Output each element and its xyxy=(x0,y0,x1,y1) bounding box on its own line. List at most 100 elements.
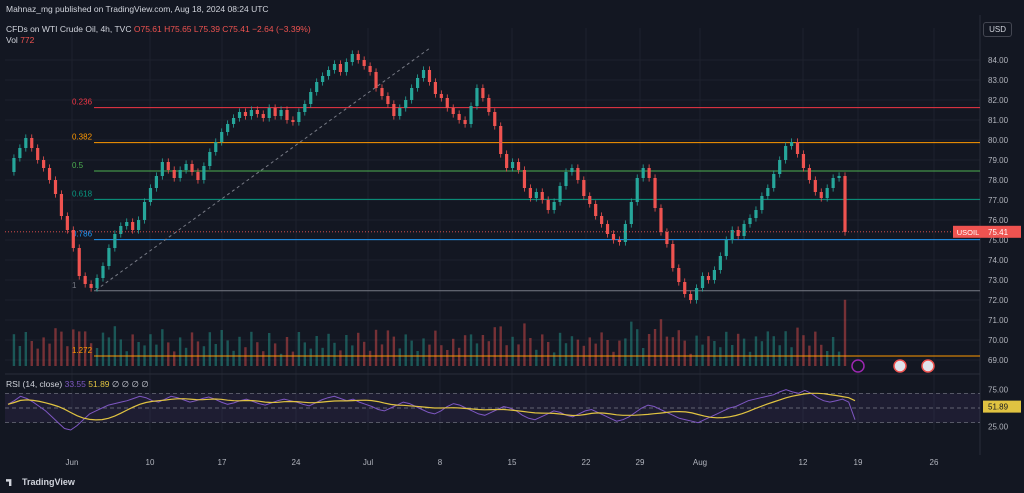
candle-body xyxy=(671,244,675,268)
volume-bar xyxy=(606,340,609,366)
volume-value: 772 xyxy=(20,35,35,45)
volume-bar xyxy=(742,338,746,366)
candle-body xyxy=(77,248,81,276)
volume-bar xyxy=(671,337,675,366)
volume-bar xyxy=(641,348,645,366)
fib-level-label: 0.5 xyxy=(72,161,84,170)
candle-body xyxy=(237,112,242,118)
volume-bar xyxy=(831,337,835,366)
candle-body xyxy=(71,230,75,248)
volume-bar xyxy=(790,347,793,366)
ohlc-close: C75.41 xyxy=(222,24,250,34)
time-tick-label: 19 xyxy=(854,458,863,467)
volume-bar xyxy=(416,351,419,366)
us-flag-event-icon xyxy=(893,359,907,373)
currency-button[interactable]: USD xyxy=(983,22,1012,37)
candle-body xyxy=(178,170,182,178)
volume-bar xyxy=(167,342,170,366)
time-tick-label: Jul xyxy=(363,458,373,467)
candle-body xyxy=(18,148,22,158)
candle-body xyxy=(154,176,159,188)
candle-body xyxy=(261,114,265,118)
price-tick-label: 84.00 xyxy=(988,56,1009,65)
candle-body xyxy=(475,88,479,106)
candle-body xyxy=(131,222,135,230)
candle-body xyxy=(635,178,639,202)
publisher-line: Mahnaz_mg published on TradingView.com, … xyxy=(6,4,269,14)
volume-bar xyxy=(30,341,33,366)
candle-body xyxy=(332,64,337,70)
candle-body xyxy=(742,224,746,236)
symbol-tag xyxy=(953,225,983,238)
candle-body xyxy=(784,146,788,160)
price-tick-label: 81.00 xyxy=(988,116,1009,125)
fib-level-label: 1 xyxy=(72,281,77,290)
candle-body xyxy=(101,266,105,278)
volume-bar xyxy=(256,342,259,366)
volume-bar xyxy=(42,337,45,366)
rsi-tick-label: 75.00 xyxy=(988,386,1009,395)
candle-body xyxy=(427,70,432,82)
volume-bar xyxy=(339,350,342,366)
volume-bar xyxy=(386,330,390,366)
volume-bar xyxy=(736,333,740,366)
candle-body xyxy=(522,170,527,188)
candle-body xyxy=(142,202,147,220)
time-tick-label: 22 xyxy=(582,458,591,467)
volume-bar xyxy=(588,337,591,366)
volume-bar xyxy=(262,351,265,366)
volume-bar xyxy=(208,332,212,366)
volume-bar xyxy=(173,351,176,366)
candle-body xyxy=(754,210,758,218)
volume-bar xyxy=(72,329,75,366)
volume-bar xyxy=(564,343,568,366)
fib-level-label: 0.786 xyxy=(72,230,93,239)
candle-body xyxy=(12,158,16,172)
volume-bar xyxy=(695,335,698,366)
volume-bar xyxy=(78,331,81,366)
candle-body xyxy=(42,160,46,168)
volume-bar xyxy=(95,348,99,366)
volume-bar xyxy=(748,351,752,366)
ohlc-change: −2.64 (−3.39%) xyxy=(252,24,311,34)
volume-bar xyxy=(659,319,663,366)
volume-bar xyxy=(784,331,787,366)
price-tick-label: 76.00 xyxy=(988,216,1009,225)
price-tick-label: 71.00 xyxy=(988,316,1009,325)
volume-bar xyxy=(368,350,372,366)
volume-bar xyxy=(546,342,550,366)
candle-body xyxy=(119,226,123,234)
candle-body xyxy=(570,168,574,172)
candle-body xyxy=(279,110,283,116)
volume-bar xyxy=(345,335,348,366)
rsi-extra: ∅ ∅ ∅ ∅ xyxy=(111,379,149,389)
volume-bar xyxy=(469,334,473,366)
volume-bar xyxy=(457,347,461,366)
candle-body xyxy=(647,168,651,178)
ohlc-low: L75.39 xyxy=(193,24,220,34)
candle-body xyxy=(843,176,847,232)
price-tick-label: 75.00 xyxy=(988,236,1009,245)
candle-body xyxy=(243,112,248,116)
rsi-ma-tag xyxy=(983,400,1021,413)
candle-body xyxy=(540,192,544,200)
candle-body xyxy=(196,172,200,180)
volume-bar xyxy=(190,332,194,366)
rsi-ma-line xyxy=(7,392,856,421)
candle-body xyxy=(766,188,770,196)
candle-body xyxy=(801,154,806,168)
volume-bar xyxy=(493,327,496,366)
volume-bar xyxy=(119,339,122,366)
volume-bar xyxy=(529,338,532,366)
candle-body xyxy=(837,176,841,178)
candle-body xyxy=(516,162,521,170)
tradingview-logo[interactable]: TradingView xyxy=(6,477,75,487)
candle-body xyxy=(694,288,699,300)
volume-bar xyxy=(825,351,829,366)
volume-bar xyxy=(570,336,574,366)
volume-bar xyxy=(178,337,182,366)
rsi-ma-tag-label: 51.89 xyxy=(988,403,1009,412)
volume-bar xyxy=(517,344,520,366)
volume-bar xyxy=(226,340,229,366)
